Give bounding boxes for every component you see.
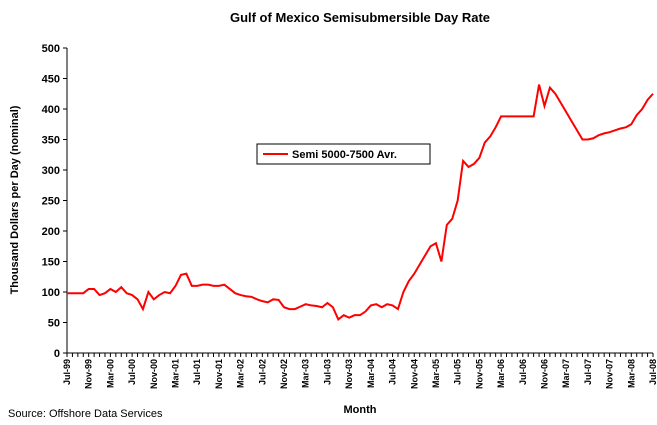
x-tick-label: Jul-03: [322, 359, 332, 385]
x-tick-label: Nov-99: [84, 359, 94, 389]
x-tick-label: Mar-05: [431, 359, 441, 388]
y-tick-label: 500: [42, 43, 60, 55]
x-tick-label: Nov-03: [344, 359, 354, 389]
x-tick-label: Nov-05: [474, 359, 484, 389]
x-tick-label: Nov-04: [409, 359, 419, 389]
x-tick-label: Mar-02: [236, 359, 246, 388]
x-tick-label: Nov-06: [539, 359, 549, 389]
y-tick-label: 200: [42, 226, 60, 238]
legend-label: Semi 5000-7500 Avr.: [292, 149, 397, 161]
x-tick-label: Nov-02: [279, 359, 289, 389]
x-tick-label: Jul-01: [192, 359, 202, 385]
x-tick-label: Mar-04: [366, 359, 376, 388]
x-axis-label: Month: [344, 404, 377, 416]
y-tick-label: 250: [42, 196, 60, 208]
y-tick-label: 0: [54, 348, 60, 360]
chart-title: Gulf of Mexico Semisubmersible Day Rate: [230, 10, 490, 25]
legend-box: [256, 143, 431, 165]
x-tick-label: Jul-04: [388, 359, 398, 385]
x-tick-label: Mar-00: [105, 359, 115, 388]
y-tick-label: 350: [42, 135, 60, 147]
x-tick-label: Nov-01: [214, 359, 224, 389]
x-tick-label: Jul-05: [453, 359, 463, 385]
x-tick-label: Jul-00: [127, 359, 137, 385]
y-tick-label: 300: [42, 165, 60, 177]
y-tick-label: 400: [42, 104, 60, 116]
data-line: [67, 84, 654, 322]
x-tick-label: Jul-99: [62, 359, 72, 385]
y-axis-label: Thousand Dollars per Day (nominal): [9, 105, 21, 294]
x-tick-label: Mar-08: [626, 359, 636, 388]
y-tick-label: 50: [48, 318, 60, 330]
y-tick-label: 100: [42, 287, 60, 299]
x-tick-label: Mar-06: [496, 359, 506, 388]
x-tick-label: Jul-06: [518, 359, 528, 385]
x-tick-label: Jul-02: [257, 359, 267, 385]
x-tick-label: Jul-08: [648, 359, 657, 385]
x-tick-label: Mar-07: [561, 359, 571, 388]
x-tick-label: Mar-03: [301, 359, 311, 388]
x-tick-label: Nov-00: [149, 359, 159, 389]
y-tick-label: 450: [42, 74, 60, 86]
x-tick-label: Jul-07: [583, 359, 593, 385]
source-note: Source: Offshore Data Services: [8, 408, 163, 420]
y-tick-label: 150: [42, 257, 60, 269]
x-tick-label: Nov-07: [605, 359, 615, 389]
x-tick-label: Mar-01: [171, 359, 181, 388]
